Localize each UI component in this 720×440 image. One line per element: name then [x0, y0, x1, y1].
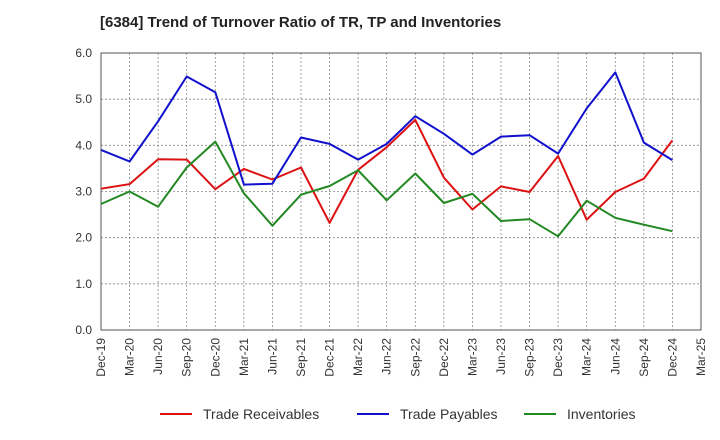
y-tick-label: 5.0	[75, 92, 92, 106]
x-tick-label: Mar-25	[694, 338, 708, 376]
x-tick-label: Sep-22	[408, 338, 422, 377]
x-tick-label: Sep-20	[180, 338, 194, 377]
series-line-2	[100, 140, 673, 238]
x-tick-label: Dec-21	[323, 338, 337, 377]
grid	[100, 52, 702, 331]
x-tick-label: Sep-21	[294, 338, 308, 377]
chart-title: [6384] Trend of Turnover Ratio of TR, TP…	[100, 14, 502, 31]
x-tick-label: Dec-20	[208, 338, 222, 377]
x-tick-label: Dec-24	[665, 338, 679, 377]
x-tick-label: Dec-23	[551, 338, 565, 377]
x-tick-label: Sep-24	[637, 338, 651, 377]
x-tick-label: Dec-19	[94, 338, 108, 377]
x-tick-label: Dec-22	[437, 338, 451, 377]
y-tick-label: 4.0	[75, 138, 92, 152]
x-tick-label: Sep-23	[523, 338, 537, 377]
legend-label: Trade Payables	[400, 406, 498, 422]
x-tick-label: Jun-24	[608, 338, 622, 375]
y-axis-ticks: 0.0 1.0 2.0 3.0 4.0 5.0 6.0	[75, 46, 92, 337]
y-tick-label: 3.0	[75, 185, 92, 199]
legend: Trade Receivables Trade Payables Inventori…	[160, 406, 635, 422]
x-tick-label: Mar-22	[351, 338, 365, 376]
series-line-0	[100, 118, 674, 224]
legend-label: Trade Receivables	[203, 406, 319, 422]
legend-label: Inventories	[567, 406, 635, 422]
x-tick-label: Jun-20	[151, 338, 165, 375]
x-tick-label: Mar-23	[465, 338, 479, 376]
x-tick-label: Mar-24	[580, 338, 594, 376]
y-tick-label: 2.0	[75, 231, 92, 245]
x-tick-label: Mar-21	[237, 338, 251, 376]
series-line-1	[100, 71, 673, 186]
x-tick-label: Jun-22	[380, 338, 394, 375]
plot-frame	[100, 52, 702, 331]
x-tick-label: Jun-23	[494, 338, 508, 375]
x-tick-label: Jun-21	[265, 338, 279, 375]
y-tick-label: 1.0	[75, 277, 92, 291]
x-axis-ticks: Dec-19 Mar-20 Jun-20 Sep-20 Dec-20 Mar-21 Jun-…	[94, 338, 708, 377]
x-tick-label: Mar-20	[123, 338, 137, 376]
axes	[100, 52, 702, 331]
y-tick-label: 0.0	[75, 323, 92, 337]
y-tick-label: 6.0	[75, 46, 92, 60]
series-lines	[100, 71, 674, 238]
